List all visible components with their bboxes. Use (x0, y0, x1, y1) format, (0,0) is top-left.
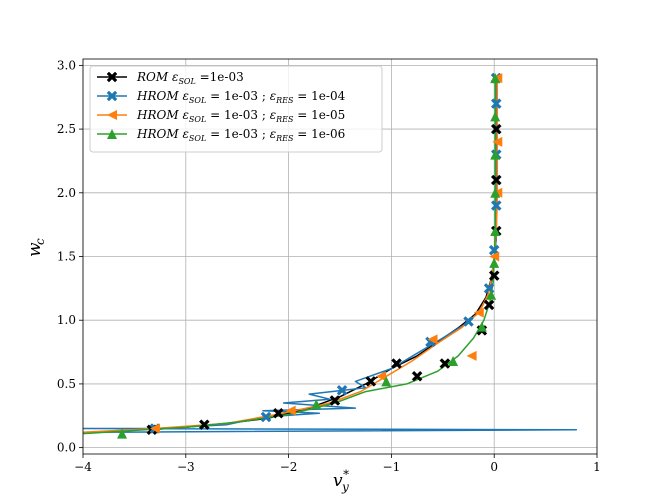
series-1-point (463, 316, 474, 327)
x-tick-label: −4 (74, 460, 92, 474)
legend-label: HROM εSOL = 1e-03 ; εRES = 1e-05 (136, 108, 345, 124)
series-3-point (311, 399, 322, 410)
legend-marker (107, 129, 117, 139)
series-3-point (489, 257, 500, 268)
series-3-point (490, 187, 501, 198)
legend-marker (107, 110, 117, 120)
series-3-point (490, 111, 501, 122)
x-axis-label: v y ∗ (333, 465, 350, 494)
svg-text:c: c (33, 238, 47, 245)
series-3-point (381, 376, 392, 387)
series-2-point (489, 251, 500, 262)
series-2-point (285, 405, 296, 416)
legend-label: ROM εSOL =1e-03 (136, 70, 244, 86)
legend-entry: HROM εSOL = 1e-03 ; εRES = 1e-06 (97, 127, 345, 143)
y-tick-label: 1.5 (57, 250, 76, 264)
series-0-point (365, 376, 377, 387)
series-3-point (490, 73, 501, 84)
series-3-point (490, 226, 501, 237)
series-3-point (476, 321, 487, 332)
x-tick-label: −1 (383, 460, 401, 474)
series-0-point (329, 395, 341, 406)
series-1-point (260, 411, 272, 423)
series-0-point (411, 370, 423, 382)
y-axis-label: w c (25, 238, 47, 257)
y-tick-label: 2.5 (57, 122, 76, 136)
legend-label: HROM εSOL = 1e-03 ; εRES = 1e-06 (136, 127, 345, 143)
series-2-point (466, 350, 477, 361)
series-1-point (490, 98, 502, 109)
series-0-point (439, 358, 451, 369)
y-tick-label: 0.0 (57, 441, 76, 455)
legend-marker (106, 71, 118, 83)
series-0-point (490, 123, 502, 135)
series-2-point (427, 334, 438, 345)
ticks: −4 −3 −2 −1 0 1 0.0 0.5 1.0 1.5 2.0 2.5 3.0 (57, 58, 601, 474)
series-1-point (490, 200, 502, 211)
series-0-point (272, 407, 284, 419)
legend-entry: HROM εSOL = 1e-03 ; εRES = 1e-05 (97, 108, 345, 124)
series-2-point (473, 307, 484, 318)
svg-text:w: w (25, 242, 45, 257)
series-3-point (117, 428, 128, 439)
y-tick-label: 1.0 (57, 313, 76, 327)
legend: ROM εSOL =1e-03 HROM εSOL = 1e-03 ; εRES … (89, 65, 383, 153)
series-0-point (391, 358, 402, 369)
x-tick-label: 1 (593, 460, 601, 474)
series-3-point (490, 149, 501, 160)
series-0-point (490, 174, 502, 186)
legend-entry: ROM εSOL =1e-03 (97, 70, 244, 86)
series-2-point (492, 136, 503, 147)
legend-box (89, 65, 383, 153)
series-0-point (483, 299, 495, 311)
x-tick-label: −2 (280, 460, 298, 474)
svg-text:∗: ∗ (342, 465, 350, 479)
svg-text:y: y (341, 480, 349, 494)
y-tick-label: 0.5 (57, 377, 76, 391)
series-3-point (448, 355, 459, 366)
series-0-point (488, 270, 500, 281)
x-tick-label: 0 (490, 460, 498, 474)
legend-entries: ROM εSOL =1e-03 HROM εSOL = 1e-03 ; εRES … (97, 70, 346, 143)
x-tick-label: −3 (177, 460, 195, 474)
y-tick-label: 3.0 (57, 58, 76, 72)
series-1-point (336, 384, 348, 396)
series-2-point (376, 371, 387, 382)
series-0-point (198, 419, 210, 431)
legend-entry: HROM εSOL = 1e-03 ; εRES = 1e-04 (97, 89, 346, 105)
y-tick-label: 2.0 (57, 186, 76, 200)
legend-marker (106, 90, 118, 102)
marker-layer (117, 72, 503, 439)
legend-label: HROM εSOL = 1e-03 ; εRES = 1e-04 (136, 89, 346, 105)
series-2-point (149, 423, 160, 434)
svg-text:v: v (333, 471, 343, 491)
series-3-point (486, 289, 497, 300)
